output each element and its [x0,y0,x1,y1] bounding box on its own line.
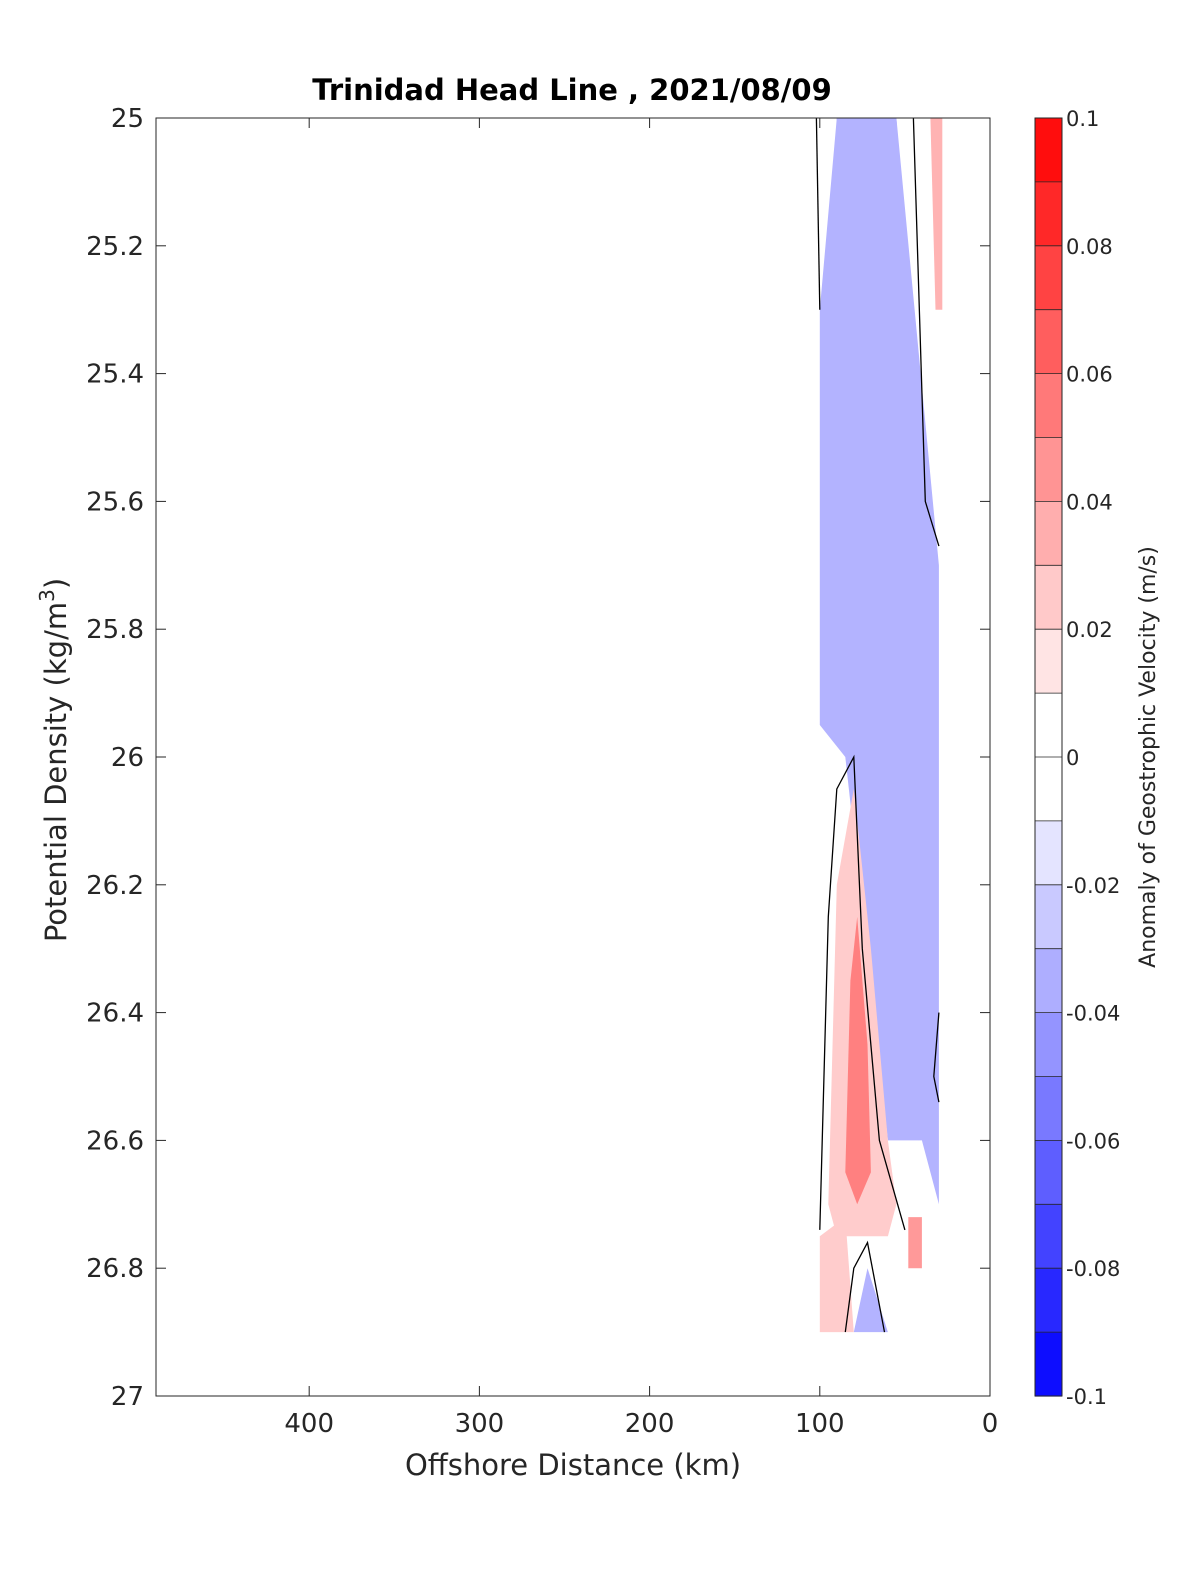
y-tick-label: 25.2 [86,232,144,262]
colorbar-segment [1035,1140,1062,1205]
y-tick-label: 26.6 [86,1126,144,1156]
colorbar-tick-label: -0.04 [1066,1002,1120,1026]
colorbar-segment [1035,181,1062,247]
zero-contour-line-2 [819,754,906,1231]
contour-region-red-lobe-inner [845,916,871,1205]
colorbar-frame [1034,117,1063,1397]
colorbar-segment [1035,565,1062,630]
contour-region-blue-outer [819,118,939,1205]
colorbar-tick-label: -0.1 [1066,1385,1107,1409]
y-tick-label: 26 [111,743,144,773]
colorbar-tick-label: 0.08 [1066,235,1113,259]
contour-lines [815,117,940,1333]
colorbar-segment [1035,757,1062,822]
colorbar-segment [1035,1332,1062,1397]
colorbar-segment [1035,501,1062,566]
colorbar-tick-label: -0.06 [1066,1129,1120,1153]
colorbar-tick-label: 0 [1066,746,1079,770]
chart-title: Trinidad Head Line , 2021/08/09 [312,73,832,107]
y-axis-tick-labels: 25 25.2 25.4 25.6 25.8 26 26.2 26.4 26.6 26.8 27 [86,104,144,1412]
colorbar-segment [1035,1012,1062,1078]
colorbar-tick-label: 0.06 [1066,363,1113,387]
colorbar-segment [1035,309,1062,375]
colorbar-segment [1035,948,1062,1014]
colorbar [1034,117,1063,1397]
colorbar-tick-label: -0.08 [1066,1257,1120,1281]
filled-contour-regions [819,118,943,1333]
colorbar-tick-labels: 0.1 0.08 0.06 0.04 0.02 0 -0.02 -0.04 -0.06 -0.08… [1066,107,1120,1409]
y-axis-title: Potential Density (kg/m3) [35,578,73,942]
x-tick-label: 0 [982,1409,999,1439]
contour-region-red-lower [819,1217,854,1333]
x-tick-label: 100 [795,1409,845,1439]
y-tick-label: 27 [111,1382,144,1412]
colorbar-segment [1035,629,1062,694]
y-axis-title-end: ) [39,578,73,589]
plot-area [155,117,991,1397]
colorbar-tick-label: 0.04 [1066,490,1113,514]
colorbar-segment [1035,437,1062,502]
x-axis-title: Offshore Distance (km) [405,1448,741,1482]
colorbar-title: Anomaly of Geostrophic Velocity (m/s) [1136,546,1161,968]
y-tick-label: 25.8 [86,615,144,645]
x-tick-label: 400 [284,1409,334,1439]
colorbar-segment [1035,820,1062,886]
colorbar-segment [1035,1268,1062,1333]
zero-contour-line-4 [933,1012,940,1103]
colorbar-tick-label: 0.1 [1066,107,1099,131]
x-axis-tick-labels: 400 300 200 100 0 [284,1409,998,1439]
colorbar-tick-label: 0.02 [1066,618,1113,642]
contour-region-red-small [908,1217,922,1269]
zero-contour-line-0 [815,117,821,310]
contour-region-blue-deep [853,1268,888,1333]
colorbar-segment [1035,245,1062,311]
zero-contour-line-3 [844,1240,886,1333]
colorbar-segment [1035,373,1062,439]
y-tick-label: 25.6 [86,487,144,517]
y-tick-label: 26.4 [86,999,144,1029]
colorbar-segment [1035,1076,1062,1141]
y-axis-title-main: Potential Density (kg/m [39,602,73,942]
x-tick-label: 200 [625,1409,675,1439]
colorbar-tick-label: -0.02 [1066,874,1120,898]
y-tick-label: 25.4 [86,360,144,390]
y-tick-label: 25 [111,104,144,134]
y-axis-title-sup: 3 [35,589,59,602]
x-tick-label: 300 [455,1409,505,1439]
y-tick-label: 26.2 [86,871,144,901]
colorbar-segment [1035,1204,1062,1269]
y-tick-label: 26.8 [86,1254,144,1284]
colorbar-segment [1035,884,1062,950]
zero-contour-line-1 [912,117,940,547]
colorbar-segment [1035,693,1062,758]
colorbar-segment [1035,118,1062,183]
axis-ticks [156,117,991,1397]
contour-region-red-coastal [930,118,943,310]
